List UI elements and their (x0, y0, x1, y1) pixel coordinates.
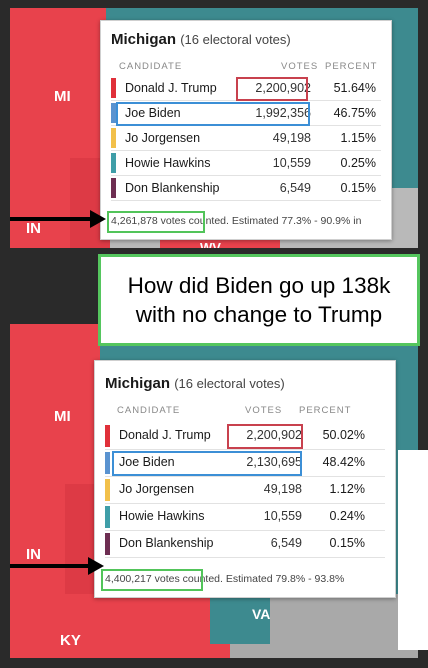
candidate-name: Jo Jorgensen (119, 482, 195, 496)
candidate-percent: 0.25% (340, 156, 376, 170)
kentucky-map-region (10, 594, 230, 658)
question-banner: How did Biden go up 138k with no change … (98, 254, 420, 346)
candidate-name: Howie Hawkins (119, 509, 205, 523)
arrow-head (88, 557, 104, 575)
candidate-row: Donald J. Trump 2,200,902 50.02% (105, 423, 385, 450)
candidate-row: Joe Biden 2,130,695 48.42% (105, 450, 385, 477)
map-label-in: IN (26, 546, 41, 563)
electoral-votes: (16 electoral votes) (180, 32, 291, 47)
candidate-name: Don Blankenship (119, 536, 214, 550)
candidate-name: Howie Hawkins (125, 156, 211, 170)
arrow-pointer (10, 564, 92, 568)
map-label-mi: MI (54, 88, 71, 105)
map-label-va: VA (252, 606, 271, 622)
column-header-votes: VOTES (245, 405, 283, 416)
candidate-name: Donald J. Trump (125, 81, 217, 95)
column-header-candidate: CANDIDATE (119, 61, 183, 72)
results-panel-bottom: MI IN VA KY Michigan (16 electoral votes… (10, 324, 418, 658)
highlight-box-biden-row (116, 102, 310, 126)
party-swatch (111, 128, 116, 148)
results-card: Michigan (16 electoral votes) CANDIDATE … (94, 360, 396, 598)
candidate-row: Don Blankenship 6,549 0.15% (105, 531, 385, 558)
candidate-votes: 6,549 (270, 536, 302, 550)
candidate-votes: 10,559 (272, 156, 311, 170)
candidate-percent: 0.15% (340, 181, 376, 195)
candidate-row: Jo Jorgensen 49,198 1.15% (111, 126, 381, 151)
question-text: How did Biden go up 138k with no change … (127, 273, 391, 327)
candidate-percent: 1.15% (340, 131, 376, 145)
indiana-map-region (10, 484, 70, 604)
michigan-map-region (10, 8, 106, 168)
candidate-votes: 6,549 (279, 181, 311, 195)
candidate-percent: 46.75% (333, 106, 376, 120)
votes-counted-footer: 4,400,217 votes counted. Estimated 79.8%… (105, 573, 344, 585)
candidate-votes: 1,992,356 (255, 106, 311, 120)
map-label-mi: MI (54, 408, 71, 425)
arrow-pointer (10, 217, 94, 221)
candidate-votes: 10,559 (263, 509, 302, 523)
party-swatch (105, 506, 110, 528)
total-votes: 4,400,217 votes (105, 573, 180, 585)
candidate-percent: 1.12% (329, 482, 365, 496)
candidate-percent: 51.64% (333, 81, 376, 95)
map-label-ky: KY (60, 632, 81, 649)
highlight-box-trump-votes (227, 424, 303, 449)
candidate-row: Jo Jorgensen 49,198 1.12% (105, 477, 385, 504)
candidate-votes: 2,200,902 (255, 81, 311, 95)
results-card: Michigan (16 electoral votes) CANDIDATE … (100, 20, 392, 240)
card-title: Michigan (16 electoral votes) (105, 375, 285, 392)
party-swatch (105, 533, 110, 555)
map-label-in: IN (26, 220, 41, 237)
total-votes: 4,261,878 votes (111, 215, 186, 227)
party-swatch (105, 425, 110, 447)
votes-counted-footer: 4,261,878 votes counted. Estimated 77.3%… (111, 215, 361, 227)
candidate-row: Howie Hawkins 10,559 0.25% (111, 151, 381, 176)
party-swatch (105, 452, 110, 474)
map-label-wv: WV (200, 240, 221, 248)
column-header-percent: PERCENT (299, 405, 352, 416)
candidate-percent: 0.24% (329, 509, 365, 523)
highlight-box-total-votes (101, 569, 203, 591)
candidate-votes: 2,130,695 (246, 455, 302, 469)
highlight-box-trump-votes (236, 77, 308, 101)
candidate-votes: 2,200,902 (246, 428, 302, 442)
candidate-votes: 49,198 (263, 482, 302, 496)
candidate-name: Joe Biden (119, 455, 175, 469)
candidate-name: Jo Jorgensen (125, 131, 201, 145)
results-panel-top: MI IN WV Michigan (16 electoral votes) C… (10, 8, 418, 248)
column-header-votes: VOTES (281, 61, 319, 72)
state-name: Michigan (111, 31, 177, 48)
column-header-percent: PERCENT (325, 61, 378, 72)
candidate-percent: 0.15% (329, 536, 365, 550)
column-header-candidate: CANDIDATE (117, 405, 181, 416)
party-swatch (111, 103, 116, 123)
candidate-name: Donald J. Trump (119, 428, 211, 442)
candidate-votes: 49,198 (272, 131, 311, 145)
candidate-name: Joe Biden (125, 106, 181, 120)
estimate-text: counted. Estimated 77.3% - 90.9% in (185, 215, 362, 227)
candidate-row: Don Blankenship 6,549 0.15% (111, 176, 381, 201)
party-swatch (111, 178, 116, 198)
highlight-box-total-votes (107, 211, 205, 233)
state-name: Michigan (105, 375, 171, 392)
candidate-percent: 50.02% (322, 428, 365, 442)
candidate-row: Joe Biden 1,992,356 46.75% (111, 101, 381, 126)
white-overlay-patch (398, 450, 428, 650)
card-title: Michigan (16 electoral votes) (111, 31, 291, 48)
arrow-head (90, 210, 106, 228)
candidate-percent: 48.42% (322, 455, 365, 469)
party-swatch (111, 78, 116, 98)
highlight-box-biden-row (112, 451, 302, 476)
party-swatch (111, 153, 116, 173)
candidate-name: Don Blankenship (125, 181, 220, 195)
estimate-text: counted. Estimated 79.8% - 93.8% (179, 573, 345, 585)
party-swatch (105, 479, 110, 501)
michigan-map-region (10, 324, 100, 494)
electoral-votes: (16 electoral votes) (174, 376, 285, 391)
candidate-row: Howie Hawkins 10,559 0.24% (105, 504, 385, 531)
